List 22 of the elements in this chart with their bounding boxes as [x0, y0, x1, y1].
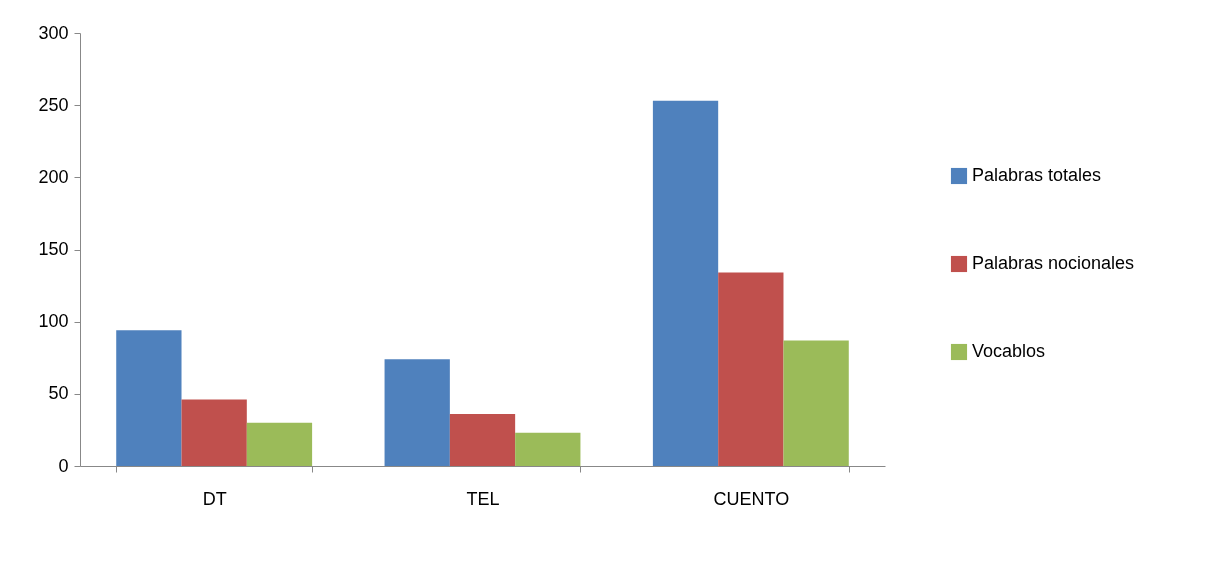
- bar: [718, 272, 784, 466]
- x-tick-label: TEL: [466, 488, 500, 509]
- y-tick-label: 250: [38, 94, 69, 115]
- bar: [449, 414, 516, 466]
- y-tick-label: 150: [38, 239, 69, 259]
- bar: [181, 399, 247, 466]
- legend-label: Palabras nocionales: [972, 253, 1135, 273]
- y-tick-label: 300: [38, 22, 69, 43]
- y-tick-label: 100: [38, 311, 69, 332]
- legend-label: Palabras totales: [972, 165, 1102, 185]
- bar: [384, 359, 450, 466]
- y-tick-label: 200: [38, 166, 69, 187]
- bar: [515, 432, 581, 466]
- y-tick-label: 0: [58, 455, 69, 476]
- bar: [783, 340, 849, 466]
- legend-label: Vocablos: [972, 341, 1046, 361]
- x-tick-label: CUENTO: [713, 488, 790, 509]
- x-tick-label: DT: [202, 488, 227, 509]
- bar: [652, 100, 719, 466]
- y-tick-label: 50: [48, 383, 69, 404]
- bar: [116, 330, 182, 466]
- bar: [246, 422, 313, 466]
